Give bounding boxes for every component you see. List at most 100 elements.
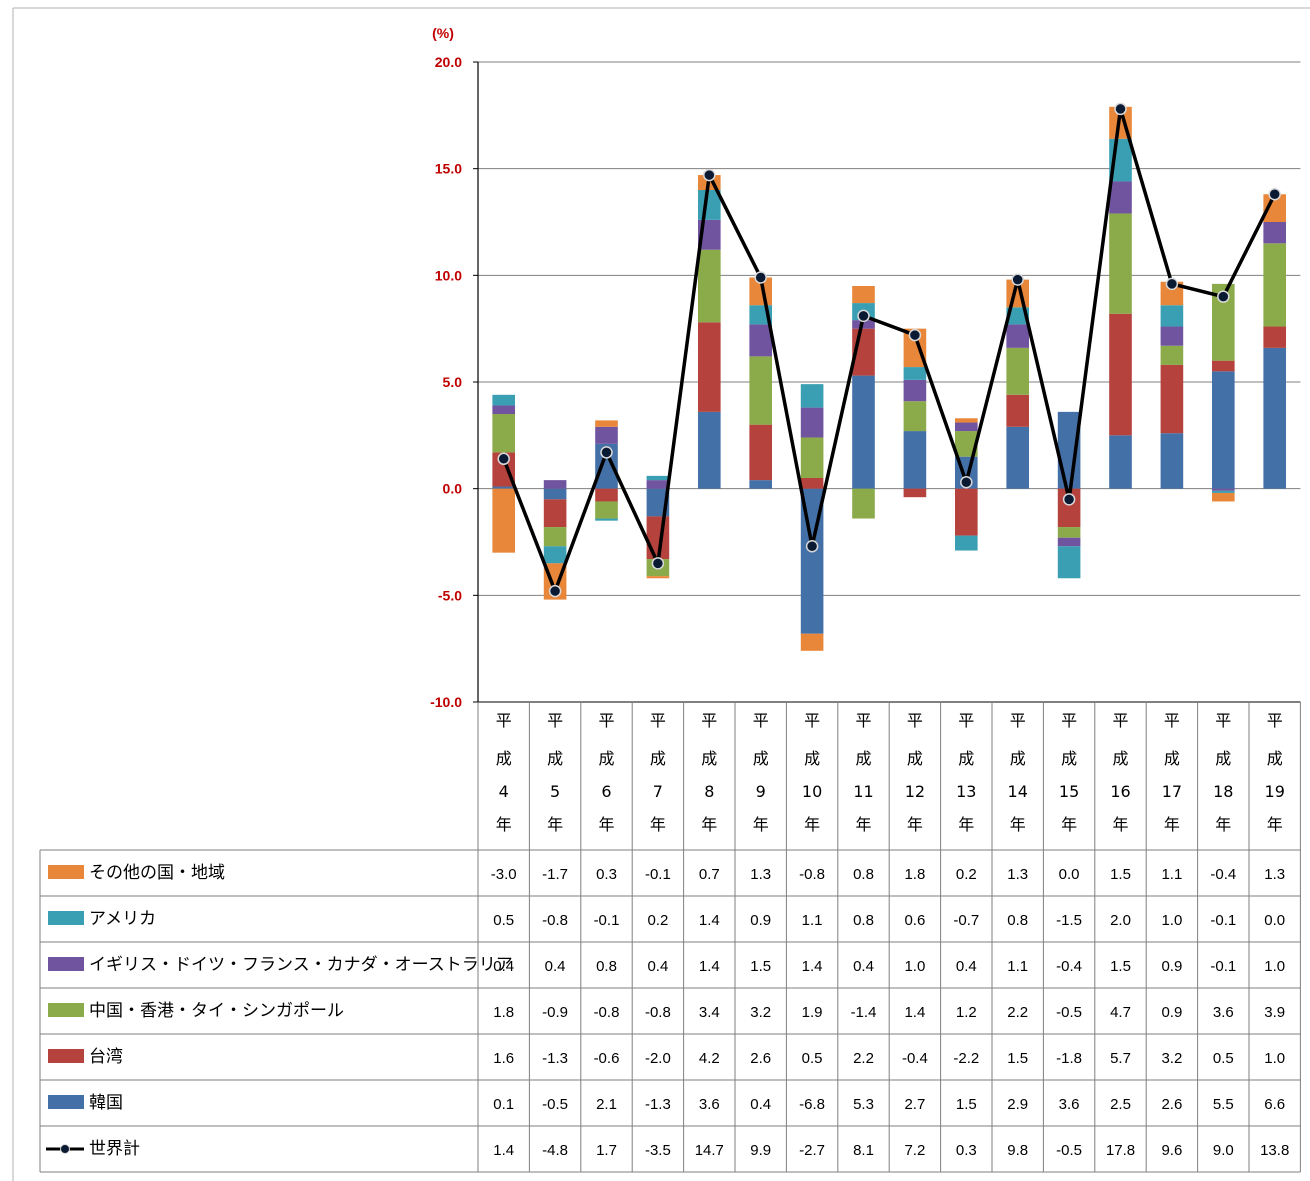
x-category-label: 成	[547, 749, 563, 768]
x-category-label: 6	[601, 782, 611, 801]
x-category-label: 年	[1010, 815, 1026, 834]
table-cell-value: -0.1	[1210, 912, 1236, 929]
table-cell-value: 6.6	[1264, 1096, 1285, 1113]
table-cell-value: 0.8	[596, 958, 617, 975]
legend-swatch	[48, 1049, 84, 1063]
bar-segment	[595, 488, 618, 502]
table-cell-value: 0.4	[853, 958, 874, 975]
bar-segment	[1160, 326, 1184, 346]
bar-segment	[1006, 307, 1030, 325]
table-cell-value: 3.2	[750, 1004, 771, 1021]
table-cell-value: 1.0	[1264, 1050, 1285, 1067]
table-cell-value: -0.1	[594, 912, 620, 929]
bar-segment	[1057, 546, 1081, 579]
bar-segment	[1263, 347, 1287, 489]
x-category-label: 平	[1164, 711, 1180, 730]
bar-segment	[1160, 281, 1184, 306]
bar-segment	[1006, 426, 1030, 489]
x-category-label: 成	[1164, 749, 1180, 768]
table-cell-value: 0.4	[750, 1096, 771, 1113]
table-cell-value: -0.8	[594, 1004, 620, 1021]
table-cell-value: 1.3	[1007, 866, 1028, 883]
table-cell-value: 0.6	[904, 912, 925, 929]
x-category-label: 平	[701, 711, 717, 730]
table-cell-value: 1.4	[904, 1004, 925, 1021]
x-category-label: 成	[958, 749, 974, 768]
x-category-label: 平	[958, 711, 974, 730]
bar-segment	[1160, 364, 1184, 434]
legend-swatch	[48, 1095, 84, 1109]
table-cell-value: 2.6	[1161, 1096, 1182, 1113]
x-category-label: 年	[701, 815, 717, 834]
bar-segment	[954, 488, 978, 536]
table-cell-value: -2.7	[799, 1142, 825, 1159]
world-total-point	[960, 476, 973, 489]
table-cell-value: 1.0	[1161, 912, 1182, 929]
bar-segment	[1160, 433, 1184, 489]
table-cell-value: 17.8	[1106, 1142, 1135, 1159]
x-category-label: 17	[1162, 782, 1182, 801]
y-tick-label: -10.0	[430, 694, 462, 710]
x-category-label: 平	[753, 711, 769, 730]
table-cell-value: 0.0	[1264, 912, 1285, 929]
bar-segment	[954, 418, 978, 423]
bar-segment	[749, 356, 773, 425]
table-cell-value: 0.2	[956, 866, 977, 883]
legend-label: アメリカ	[89, 909, 156, 929]
data-table: その他の国・地域 -3.0 -1.7 0.3 -0.1 0.7 1.3 -0.8 0.8 1.8 0…	[39, 702, 1301, 1173]
table-cell-value: 5.5	[1213, 1096, 1234, 1113]
table-cell-value: 13.8	[1260, 1142, 1289, 1159]
bar-segment	[1006, 324, 1030, 348]
bar-segment	[1160, 305, 1184, 327]
bar-segment	[800, 633, 824, 651]
x-category-label: 年	[1061, 815, 1077, 834]
table-cell-value: -1.3	[645, 1096, 671, 1113]
table-cell-value: -1.7	[542, 866, 568, 883]
x-category-label: 平	[1061, 711, 1077, 730]
world-total-point	[754, 271, 767, 284]
x-category-label: 成	[1010, 749, 1026, 768]
table-cell-value: -0.5	[542, 1096, 568, 1113]
world-total-point	[497, 452, 510, 466]
table-cell-value: 1.3	[1264, 866, 1285, 883]
y-tick-label: 10.0	[435, 267, 462, 283]
table-cell-value: 0.3	[956, 1142, 977, 1159]
bar-segment	[800, 407, 824, 438]
bar-segment	[543, 488, 567, 500]
bar-segment	[954, 431, 978, 457]
x-category-label: 成	[753, 749, 769, 768]
table-cell-value: 2.7	[904, 1096, 925, 1113]
legend-label: 台湾	[89, 1047, 123, 1067]
bar-segment	[749, 480, 773, 489]
x-category-label: 成	[1112, 749, 1128, 768]
bar-segment	[595, 426, 618, 444]
table-cell-value: 7.2	[904, 1142, 925, 1159]
legend-label: 韓国	[89, 1093, 123, 1113]
table-cell-value: -0.1	[1210, 958, 1236, 975]
table-cell-value: 2.6	[750, 1050, 771, 1067]
bar-segment	[492, 405, 516, 414]
world-total-point	[805, 540, 819, 553]
bar-segment	[492, 486, 516, 489]
bar-segment	[903, 379, 927, 402]
bar-segment	[646, 475, 670, 481]
table-cell-value: 0.4	[493, 958, 514, 975]
x-category-label: 年	[1215, 815, 1231, 834]
bar-segment	[749, 424, 773, 481]
x-category-label: 成	[907, 749, 923, 768]
table-cell-value: 14.7	[695, 1142, 724, 1159]
bar-segment	[595, 443, 618, 489]
table-cell-value: -0.8	[799, 866, 825, 883]
table-cell-value: 1.6	[493, 1050, 514, 1067]
table-cell-value: 1.4	[493, 1142, 514, 1159]
bar-segment	[954, 422, 978, 432]
bar-segment	[1263, 222, 1287, 244]
table-cell-value: 1.2	[956, 1004, 977, 1021]
x-category-label: 19	[1265, 782, 1285, 801]
x-category-label: 9	[756, 782, 766, 801]
bar-segment	[1006, 347, 1030, 395]
x-category-label: 年	[804, 815, 820, 834]
x-category-label: 平	[804, 711, 820, 730]
world-total-point	[1062, 493, 1076, 506]
